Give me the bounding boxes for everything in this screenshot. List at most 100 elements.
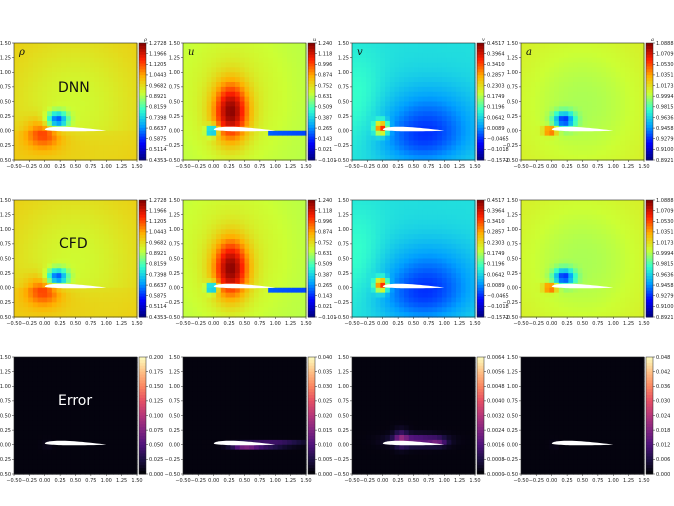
colorbar-band bbox=[139, 98, 146, 102]
heatmap-cell bbox=[113, 116, 119, 122]
heatmap-cell bbox=[422, 204, 429, 211]
heatmap-cell bbox=[51, 253, 58, 260]
heatmap-cell bbox=[568, 121, 574, 127]
heatmap-cell bbox=[282, 258, 288, 264]
heatmap-cell bbox=[352, 116, 358, 122]
y-tick-label: 1.00 bbox=[507, 70, 518, 76]
colorbar-band bbox=[308, 57, 315, 62]
heatmap-cell bbox=[192, 297, 198, 303]
colorbar-tick-label: 0.996 bbox=[318, 219, 332, 225]
airfoil bbox=[44, 126, 107, 132]
heatmap-cell bbox=[549, 57, 555, 64]
heatmap-cell bbox=[253, 287, 260, 294]
heatmap-cell bbox=[61, 62, 67, 68]
colorbar-band bbox=[139, 243, 146, 248]
heatmap-cell bbox=[577, 130, 584, 137]
heatmap-cell bbox=[413, 234, 419, 240]
heatmap-cell bbox=[122, 96, 129, 103]
heatmap-cell bbox=[187, 292, 194, 299]
heatmap-cell bbox=[14, 273, 20, 279]
heatmap-cell bbox=[460, 273, 467, 279]
heatmap-cell bbox=[127, 47, 133, 54]
heatmap-cell bbox=[375, 312, 381, 318]
heatmap-cell bbox=[615, 86, 621, 93]
heatmap-cell bbox=[389, 145, 396, 151]
heatmap-cell bbox=[460, 91, 467, 98]
heatmap-cell bbox=[75, 101, 81, 107]
heatmap-cell bbox=[235, 67, 241, 73]
heatmap-cell bbox=[404, 278, 410, 284]
heatmap-cell bbox=[361, 62, 367, 68]
heatmap-cell bbox=[113, 248, 119, 255]
x-tick-label: −0.50 bbox=[175, 321, 190, 327]
heatmap-cell bbox=[451, 248, 457, 255]
heatmap-cell bbox=[263, 91, 269, 98]
heatmap-cell bbox=[235, 116, 241, 122]
heatmap-cell bbox=[470, 224, 476, 230]
heatmap-cell bbox=[375, 302, 381, 308]
heatmap-cell bbox=[610, 77, 617, 83]
heatmap-cell bbox=[272, 125, 279, 132]
heatmap-cell bbox=[535, 145, 541, 151]
heatmap-cell bbox=[108, 229, 114, 235]
heatmap-cell bbox=[99, 258, 105, 264]
heatmap-cell bbox=[56, 52, 62, 59]
heatmap-cell bbox=[404, 116, 410, 122]
heatmap-cell bbox=[535, 125, 541, 132]
heatmap-cell bbox=[216, 96, 222, 103]
heatmap-cell bbox=[356, 239, 363, 245]
colorbar-band bbox=[477, 51, 484, 56]
heatmap-cell bbox=[253, 62, 260, 68]
heatmap-cell bbox=[249, 219, 255, 225]
heatmap-cell bbox=[56, 243, 62, 250]
heatmap-cell bbox=[268, 106, 274, 112]
heatmap-cell bbox=[51, 209, 58, 216]
heatmap-cell bbox=[427, 224, 434, 230]
heatmap-cell bbox=[201, 234, 208, 240]
heatmap-cell bbox=[615, 140, 621, 146]
heatmap-cell bbox=[427, 96, 434, 103]
heatmap-cell bbox=[470, 155, 476, 161]
heatmap-cell bbox=[456, 239, 462, 245]
heatmap-cell bbox=[230, 43, 236, 49]
heatmap-cell bbox=[413, 72, 419, 78]
heatmap-cell bbox=[51, 86, 58, 93]
heatmap-cell bbox=[108, 253, 114, 260]
heatmap-cell bbox=[113, 111, 119, 117]
heatmap-cell bbox=[296, 67, 302, 73]
heatmap-cell bbox=[558, 62, 565, 68]
heatmap-cell bbox=[206, 297, 212, 303]
heatmap-cell bbox=[197, 52, 203, 59]
heatmap-cell bbox=[197, 43, 203, 49]
heatmap-cell bbox=[620, 86, 626, 93]
heatmap-cell bbox=[375, 219, 381, 225]
colorbar-band bbox=[308, 229, 315, 233]
heatmap-cell bbox=[32, 77, 39, 83]
heatmap-cell bbox=[375, 307, 381, 313]
heatmap-cell bbox=[56, 145, 62, 151]
heatmap-cell bbox=[127, 297, 133, 303]
heatmap-cell bbox=[356, 282, 363, 289]
colorbar-band bbox=[139, 157, 146, 161]
heatmap-cell bbox=[370, 135, 377, 142]
heatmap-cell bbox=[220, 111, 227, 117]
heatmap-cell bbox=[211, 96, 217, 103]
heatmap-cell bbox=[441, 214, 448, 221]
heatmap-cell bbox=[554, 140, 560, 146]
heatmap-cell bbox=[42, 229, 48, 235]
colorbar-tick-label: −0.1572 bbox=[487, 158, 509, 164]
heatmap-cell bbox=[544, 106, 550, 112]
heatmap-cell bbox=[418, 62, 424, 68]
heatmap-cell bbox=[197, 234, 203, 240]
heatmap-cell bbox=[80, 204, 86, 211]
heatmap-cell bbox=[525, 52, 532, 59]
heatmap-cell bbox=[122, 297, 129, 303]
heatmap-cell bbox=[37, 282, 43, 289]
heatmap-cell bbox=[601, 150, 607, 156]
heatmap-cell bbox=[291, 125, 298, 132]
heatmap-cell bbox=[352, 200, 358, 206]
heatmap-cell bbox=[427, 101, 434, 107]
heatmap-cell bbox=[577, 155, 584, 161]
airfoil bbox=[382, 126, 445, 132]
colorbar-band bbox=[139, 92, 146, 97]
